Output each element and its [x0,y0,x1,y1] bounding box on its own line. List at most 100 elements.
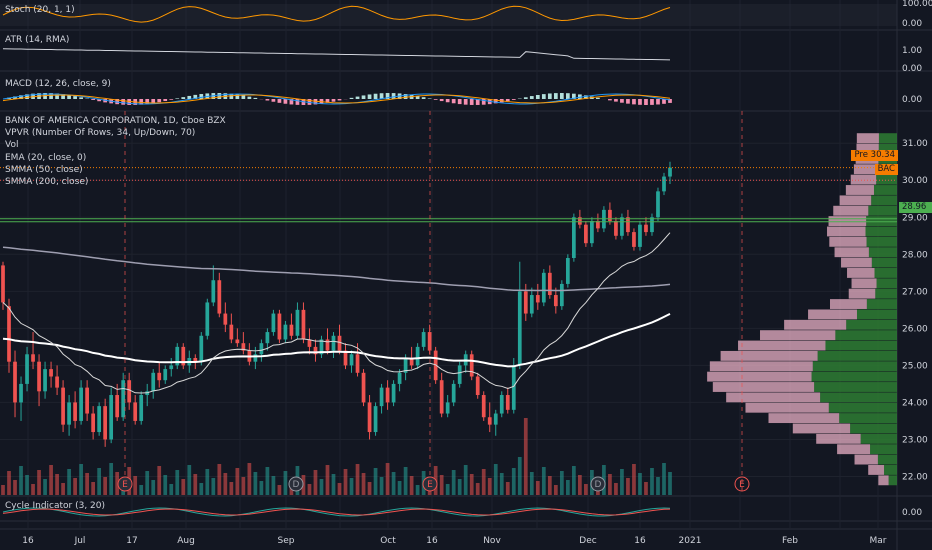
vpvr-down-bar [837,444,871,455]
volume-bar [517,457,522,495]
macd-hist-bar [463,99,468,105]
vpvr-up-bar [850,423,897,434]
candle-body [421,332,426,347]
volume-bar [55,474,59,495]
candle-body [571,217,576,259]
volume-bar [337,483,342,495]
macd-legend[interactable]: MACD (12, 26, close, 9) [5,79,111,89]
candle-body [43,369,47,392]
candle-body [632,232,636,247]
macd-hist-bar [457,99,462,105]
volume-bar [397,481,402,495]
candle-body [181,346,186,366]
candle-body [547,272,552,296]
time-axis-label: Aug [177,536,195,546]
candle-body [415,346,420,366]
candle-body [157,372,162,381]
volume-bar [626,478,630,495]
macd-hist-bar [644,99,648,105]
volume-bar [13,480,17,495]
macd-hist-bar [253,97,258,99]
candle-body [7,306,11,362]
macd-hist-bar [668,99,672,103]
stoch-legend[interactable]: Stoch (20, 1, 1) [5,5,75,15]
smma200-legend[interactable]: SMMA (200, close) [5,177,89,187]
symbol-title[interactable]: BANK OF AMERICA CORPORATION, 1D, Cboe BZ… [5,116,226,126]
volume-bar [223,473,228,495]
candle-body [343,350,348,366]
vpvr-down-bar [707,371,812,382]
last-price-tag: Pre 30.34 [851,150,898,161]
candle-body [331,335,336,351]
vpvr-up-bar [820,392,897,403]
volume-bar [553,485,558,495]
macd-hist-bar [145,99,150,105]
last-price-value: 30.34 [870,150,895,160]
candle-body [614,220,618,236]
hline-price-tag: 28.96 [899,202,932,213]
ema-legend[interactable]: EMA (20, close, 0) [5,153,87,163]
candle-body [457,365,462,384]
volume-bar [403,467,408,495]
atr-legend[interactable]: ATR (14, RMA) [5,35,70,45]
candle-body [439,380,444,414]
macd-hist-bar [571,93,576,99]
volume-bar [355,464,360,495]
time-axis-label: Mar [870,536,887,546]
macd-hist-bar [217,93,222,99]
candle-body [109,395,114,440]
candle-body [427,332,432,351]
volume-bar [457,479,462,495]
candle-body [79,387,83,421]
candle-body [49,369,53,377]
macd-hist-bar [403,94,408,99]
candle-body [361,372,366,403]
candle-body [529,295,534,314]
cycle-legend[interactable]: Cycle Indicator (3, 20) [5,501,106,511]
candle-body [151,372,156,392]
macd-hist-bar [187,95,192,99]
volume-bar [307,484,312,495]
macd-hist-bar [169,99,174,100]
volume-bar [31,484,35,495]
price-tick-label: 22.00 [902,472,928,482]
macd-hist-bar [307,99,312,105]
macd-hist-bar [193,94,198,99]
macd-hist-bar [505,99,510,102]
candle-body [559,283,564,307]
volume-bar [205,469,210,495]
volume-bar [565,480,570,495]
marker-label: E [739,480,745,490]
volume-legend[interactable]: Vol [5,140,19,150]
candle-body [656,191,660,218]
volume-bar [505,482,510,495]
volume-bar [385,463,390,495]
stoch-band [0,4,897,26]
macd-hist-bar [620,99,624,103]
macd-hist-bar [349,97,354,99]
volume-bar [1,485,5,495]
candle-body [475,376,480,396]
smma50-legend[interactable]: SMMA (50, close) [5,165,83,175]
candle-body [277,313,282,340]
time-axis-label: Jul [74,536,86,546]
volume-bar [103,477,108,495]
macd-hist-bar [439,99,444,102]
volume-bar [271,476,276,495]
macd-hist-bar [559,93,564,99]
volume-bar [133,476,138,495]
macd-hist-bar [451,99,456,104]
marker-circle [288,476,304,492]
volume-bar [439,475,444,495]
macd-hist-bar [61,94,65,99]
volume-bar [475,483,480,495]
candle-body [103,406,108,440]
volume-bar [175,470,180,495]
volume-bar [217,464,222,495]
volume-bar [523,418,528,495]
vpvr-down-bar [834,247,869,258]
vpvr-down-bar [808,309,857,320]
vpvr-legend[interactable]: VPVR (Number Of Rows, 34, Up/Down, 70) [5,128,196,138]
